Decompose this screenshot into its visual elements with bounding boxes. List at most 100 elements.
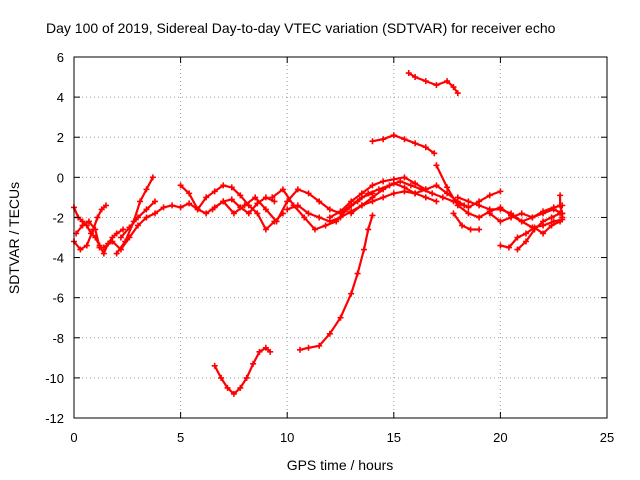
y-tick-label: -8 bbox=[52, 331, 64, 346]
data-point bbox=[79, 222, 86, 229]
data-point bbox=[531, 226, 538, 233]
data-point bbox=[262, 226, 269, 233]
y-tick-label: 0 bbox=[57, 170, 64, 185]
data-point bbox=[100, 244, 107, 251]
data-point bbox=[100, 250, 107, 257]
data-point bbox=[134, 214, 141, 221]
data-point bbox=[160, 204, 167, 211]
data-point bbox=[203, 210, 210, 217]
data-point bbox=[380, 136, 387, 143]
data-point bbox=[294, 186, 301, 193]
x-tick-label: 0 bbox=[70, 430, 77, 445]
satellite-track-20 bbox=[486, 202, 566, 225]
data-point bbox=[109, 238, 116, 245]
data-point bbox=[557, 192, 564, 199]
satellite-track-6 bbox=[117, 198, 159, 241]
data-point bbox=[149, 174, 156, 181]
chart-title: Day 100 of 2019, Sidereal Day-to-day VTE… bbox=[46, 20, 556, 36]
y-tick-label: -2 bbox=[52, 210, 64, 225]
data-point bbox=[284, 206, 291, 213]
data-point bbox=[143, 186, 150, 193]
data-point bbox=[218, 374, 225, 381]
data-point bbox=[305, 344, 312, 351]
data-point bbox=[433, 182, 440, 189]
data-point bbox=[412, 190, 419, 197]
data-point bbox=[348, 290, 355, 297]
data-point bbox=[465, 198, 472, 205]
data-point bbox=[186, 190, 193, 197]
data-point bbox=[433, 198, 440, 205]
data-point bbox=[444, 184, 451, 191]
series-line bbox=[298, 214, 374, 351]
data-point bbox=[454, 194, 461, 201]
y-tick-label: -4 bbox=[52, 251, 64, 266]
data-point bbox=[254, 210, 261, 217]
data-point bbox=[284, 198, 291, 205]
data-point bbox=[224, 384, 231, 391]
data-point bbox=[228, 196, 235, 203]
data-point bbox=[211, 362, 218, 369]
plot-frame bbox=[73, 56, 608, 419]
data-point bbox=[505, 244, 512, 251]
y-tick-label: -6 bbox=[52, 291, 64, 306]
data-point bbox=[85, 218, 92, 225]
data-point bbox=[230, 210, 237, 217]
data-point bbox=[465, 204, 472, 211]
x-tick-label: 10 bbox=[280, 430, 294, 445]
data-point bbox=[152, 210, 159, 217]
data-point bbox=[311, 226, 318, 233]
data-point bbox=[250, 360, 257, 367]
data-point bbox=[358, 202, 365, 209]
data-point bbox=[316, 214, 323, 221]
data-point bbox=[98, 206, 105, 213]
data-point bbox=[497, 206, 504, 213]
data-point bbox=[390, 190, 397, 197]
data-point bbox=[439, 194, 446, 201]
axis-layer: -12 -10 -8 -6 -4 -2 0 2 4 6 0 5 10 15 20 25 bbox=[45, 50, 614, 445]
data-point bbox=[369, 138, 376, 145]
data-point bbox=[412, 140, 419, 147]
data-point bbox=[431, 150, 438, 157]
data-point bbox=[486, 210, 493, 217]
data-point bbox=[465, 210, 472, 217]
data-point bbox=[401, 136, 408, 143]
data-point bbox=[422, 186, 429, 193]
data-point bbox=[540, 208, 547, 215]
data-point bbox=[256, 348, 263, 355]
data-point bbox=[134, 222, 141, 229]
data-point bbox=[186, 200, 193, 207]
data-point bbox=[262, 194, 269, 201]
data-point bbox=[354, 270, 361, 277]
data-point bbox=[122, 238, 129, 245]
data-point bbox=[326, 214, 333, 221]
data-point bbox=[343, 206, 350, 213]
data-point bbox=[194, 206, 201, 213]
data-point bbox=[120, 226, 127, 233]
data-point bbox=[113, 230, 120, 237]
satellite-track-18 bbox=[450, 210, 483, 233]
data-point bbox=[476, 214, 483, 221]
data-point bbox=[369, 194, 376, 201]
data-point bbox=[390, 180, 397, 187]
data-point bbox=[113, 250, 120, 257]
satellite-track-4 bbox=[100, 194, 278, 253]
satellite-track-9 bbox=[269, 178, 468, 233]
satellite-track-16 bbox=[405, 70, 461, 97]
data-point bbox=[326, 206, 333, 213]
series-line bbox=[179, 184, 284, 231]
data-point bbox=[412, 180, 419, 187]
data-point bbox=[365, 190, 372, 197]
data-point bbox=[322, 222, 329, 229]
grid-layer bbox=[74, 57, 607, 418]
data-point bbox=[422, 78, 429, 85]
series-line bbox=[115, 176, 154, 255]
data-point bbox=[397, 178, 404, 185]
data-point bbox=[433, 82, 440, 89]
y-tick-label: -12 bbox=[45, 411, 64, 426]
data-point bbox=[557, 202, 564, 209]
data-point bbox=[401, 184, 408, 191]
data-point bbox=[102, 202, 109, 209]
data-point bbox=[169, 202, 176, 209]
data-point bbox=[405, 70, 412, 77]
